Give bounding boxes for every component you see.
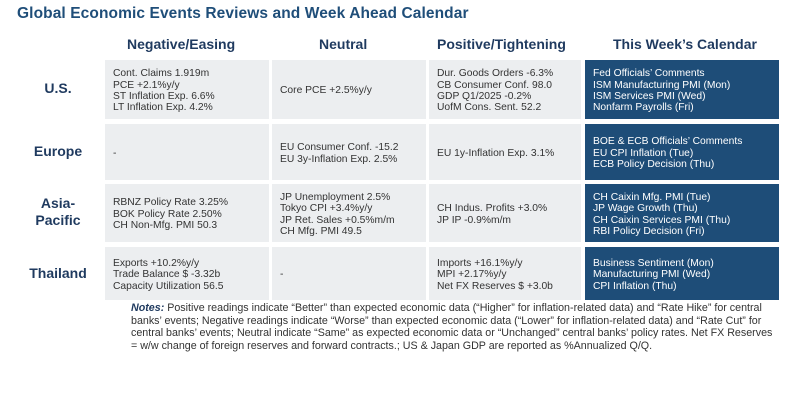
cell-thailand-positive: Imports +16.1%y/y MPI +2.17%y/y Net FX R… xyxy=(429,247,581,300)
event-item: CH Non-Mfg. PMI 50.3 xyxy=(113,220,218,232)
calendar-item: EU CPI Inflation (Tue) xyxy=(593,147,694,159)
event-item: EU Consumer Conf. -15.2 xyxy=(280,142,399,154)
calendar-item: RBI Policy Decision (Fri) xyxy=(593,225,705,237)
cell-asia-pacific-positive: CH Indus. Profits +3.0% JP IP -0.9%m/m xyxy=(429,184,581,242)
event-item: Imports +16.1%y/y xyxy=(437,257,523,269)
event-item: CH Mfg. PMI 49.5 xyxy=(280,225,362,237)
column-header-calendar: This Week’s Calendar xyxy=(613,36,757,52)
event-item: EU 1y-Inflation Exp. 3.1% xyxy=(437,147,555,159)
notes: Notes: Positive readings indicate “Bette… xyxy=(131,302,779,352)
cell-asia-pacific-calendar: CH Caixin Mfg. PMI (Tue) JP Wage Growth … xyxy=(585,184,779,242)
cell-thailand-negative: Exports +10.2%y/y Trade Balance $ -3.32b… xyxy=(105,247,269,300)
cell-europe-positive: EU 1y-Inflation Exp. 3.1% xyxy=(429,124,581,180)
calendar-item: ECB Policy Decision (Thu) xyxy=(593,159,715,171)
calendar-item: CPI Inflation (Thu) xyxy=(593,280,677,292)
cell-thailand-calendar: Business Sentiment (Mon) Manufacturing P… xyxy=(585,247,779,300)
event-item: Exports +10.2%y/y xyxy=(113,257,200,269)
row-header-asia-pacific: Asia- Pacific xyxy=(18,195,98,229)
event-item: JP Unemployment 2.5% xyxy=(280,191,391,203)
calendar-item: ISM Services PMI (Wed) xyxy=(593,91,706,102)
event-item: CH Indus. Profits +3.0% xyxy=(437,203,548,215)
event-item: Trade Balance $ -3.32b xyxy=(113,269,221,281)
event-item: PCE +2.1%y/y xyxy=(113,79,180,91)
cell-europe-calendar: BOE & ECB Officials’ Comments EU CPI Inf… xyxy=(585,124,779,180)
page-title: Global Economic Events Reviews and Week … xyxy=(17,5,469,22)
row-header-thailand: Thailand xyxy=(29,265,87,281)
event-item: JP Ret. Sales +0.5%m/m xyxy=(280,214,395,226)
calendar-item: Nonfarm Payrolls (Fri) xyxy=(593,102,694,114)
notes-text: Positive readings indicate “Better” than… xyxy=(131,302,773,352)
event-item: - xyxy=(280,269,284,281)
calendar-item: JP Wage Growth (Thu) xyxy=(593,203,698,215)
calendar-item: BOE & ECB Officials’ Comments xyxy=(593,136,743,148)
cell-europe-negative: - xyxy=(105,124,269,180)
calendar-item: ISM Manufacturing PMI (Mon) xyxy=(593,79,731,91)
calendar-item: Business Sentiment (Mon) xyxy=(593,257,714,269)
event-item: UofM Cons. Sent. 52.2 xyxy=(437,102,542,114)
cell-us-neutral: Core PCE +2.5%y/y xyxy=(272,60,426,119)
cell-thailand-neutral: - xyxy=(272,247,426,300)
calendar-item: CH Caixin Mfg. PMI (Tue) xyxy=(593,191,711,203)
event-item: Cont. Claims 1.919m xyxy=(113,68,210,80)
column-header-neutral: Neutral xyxy=(319,36,368,52)
row-header-line: Asia- xyxy=(40,195,76,211)
cell-us-negative: Cont. Claims 1.919m PCE +2.1%y/y ST Infl… xyxy=(105,60,269,119)
event-item: - xyxy=(113,147,117,159)
row-header-us: U.S. xyxy=(44,80,72,96)
event-item: BOK Policy Rate 2.50% xyxy=(113,208,222,220)
event-item: Net FX Reserves $ +3.0b xyxy=(437,280,553,292)
row-header-europe: Europe xyxy=(33,143,83,159)
event-item: Tokyo CPI +3.4%y/y xyxy=(280,203,373,215)
calendar-item: Fed Officials’ Comments xyxy=(593,68,705,80)
event-item: RBNZ Policy Rate 3.25% xyxy=(113,197,229,209)
calendar-item: Manufacturing PMI (Wed) xyxy=(593,269,711,281)
notes-label: Notes: xyxy=(131,302,165,314)
event-item: Dur. Goods Orders -6.3% xyxy=(437,68,554,80)
column-header-negative: Negative/Easing xyxy=(127,36,236,52)
column-header-positive: Positive/Tightening xyxy=(437,36,566,52)
cell-us-calendar: Fed Officials’ Comments ISM Manufacturin… xyxy=(585,60,779,119)
event-item: MPI +2.17%y/y xyxy=(437,269,507,281)
event-item: Capacity Utilization 56.5 xyxy=(113,280,224,292)
cell-asia-pacific-neutral: JP Unemployment 2.5% Tokyo CPI +3.4%y/y … xyxy=(272,184,426,242)
calendar-item: CH Caixin Services PMI (Thu) xyxy=(593,214,731,226)
event-item: LT Inflation Exp. 4.2% xyxy=(113,102,213,114)
event-item: GDP Q1/2025 -0.2% xyxy=(437,91,532,102)
cell-us-positive: Dur. Goods Orders -6.3% CB Consumer Conf… xyxy=(429,60,581,119)
event-item: JP IP -0.9%m/m xyxy=(437,214,512,226)
cell-europe-neutral: EU Consumer Conf. -15.2 EU 3y-Inflation … xyxy=(272,124,426,180)
event-item: EU 3y-Inflation Exp. 2.5% xyxy=(280,153,398,165)
event-item: Core PCE +2.5%y/y xyxy=(280,85,372,97)
cell-asia-pacific-negative: RBNZ Policy Rate 3.25% BOK Policy Rate 2… xyxy=(105,184,269,242)
event-item: ST Inflation Exp. 6.6% xyxy=(113,91,215,102)
row-header-line: Pacific xyxy=(35,212,81,228)
event-item: CB Consumer Conf. 98.0 xyxy=(437,79,553,91)
